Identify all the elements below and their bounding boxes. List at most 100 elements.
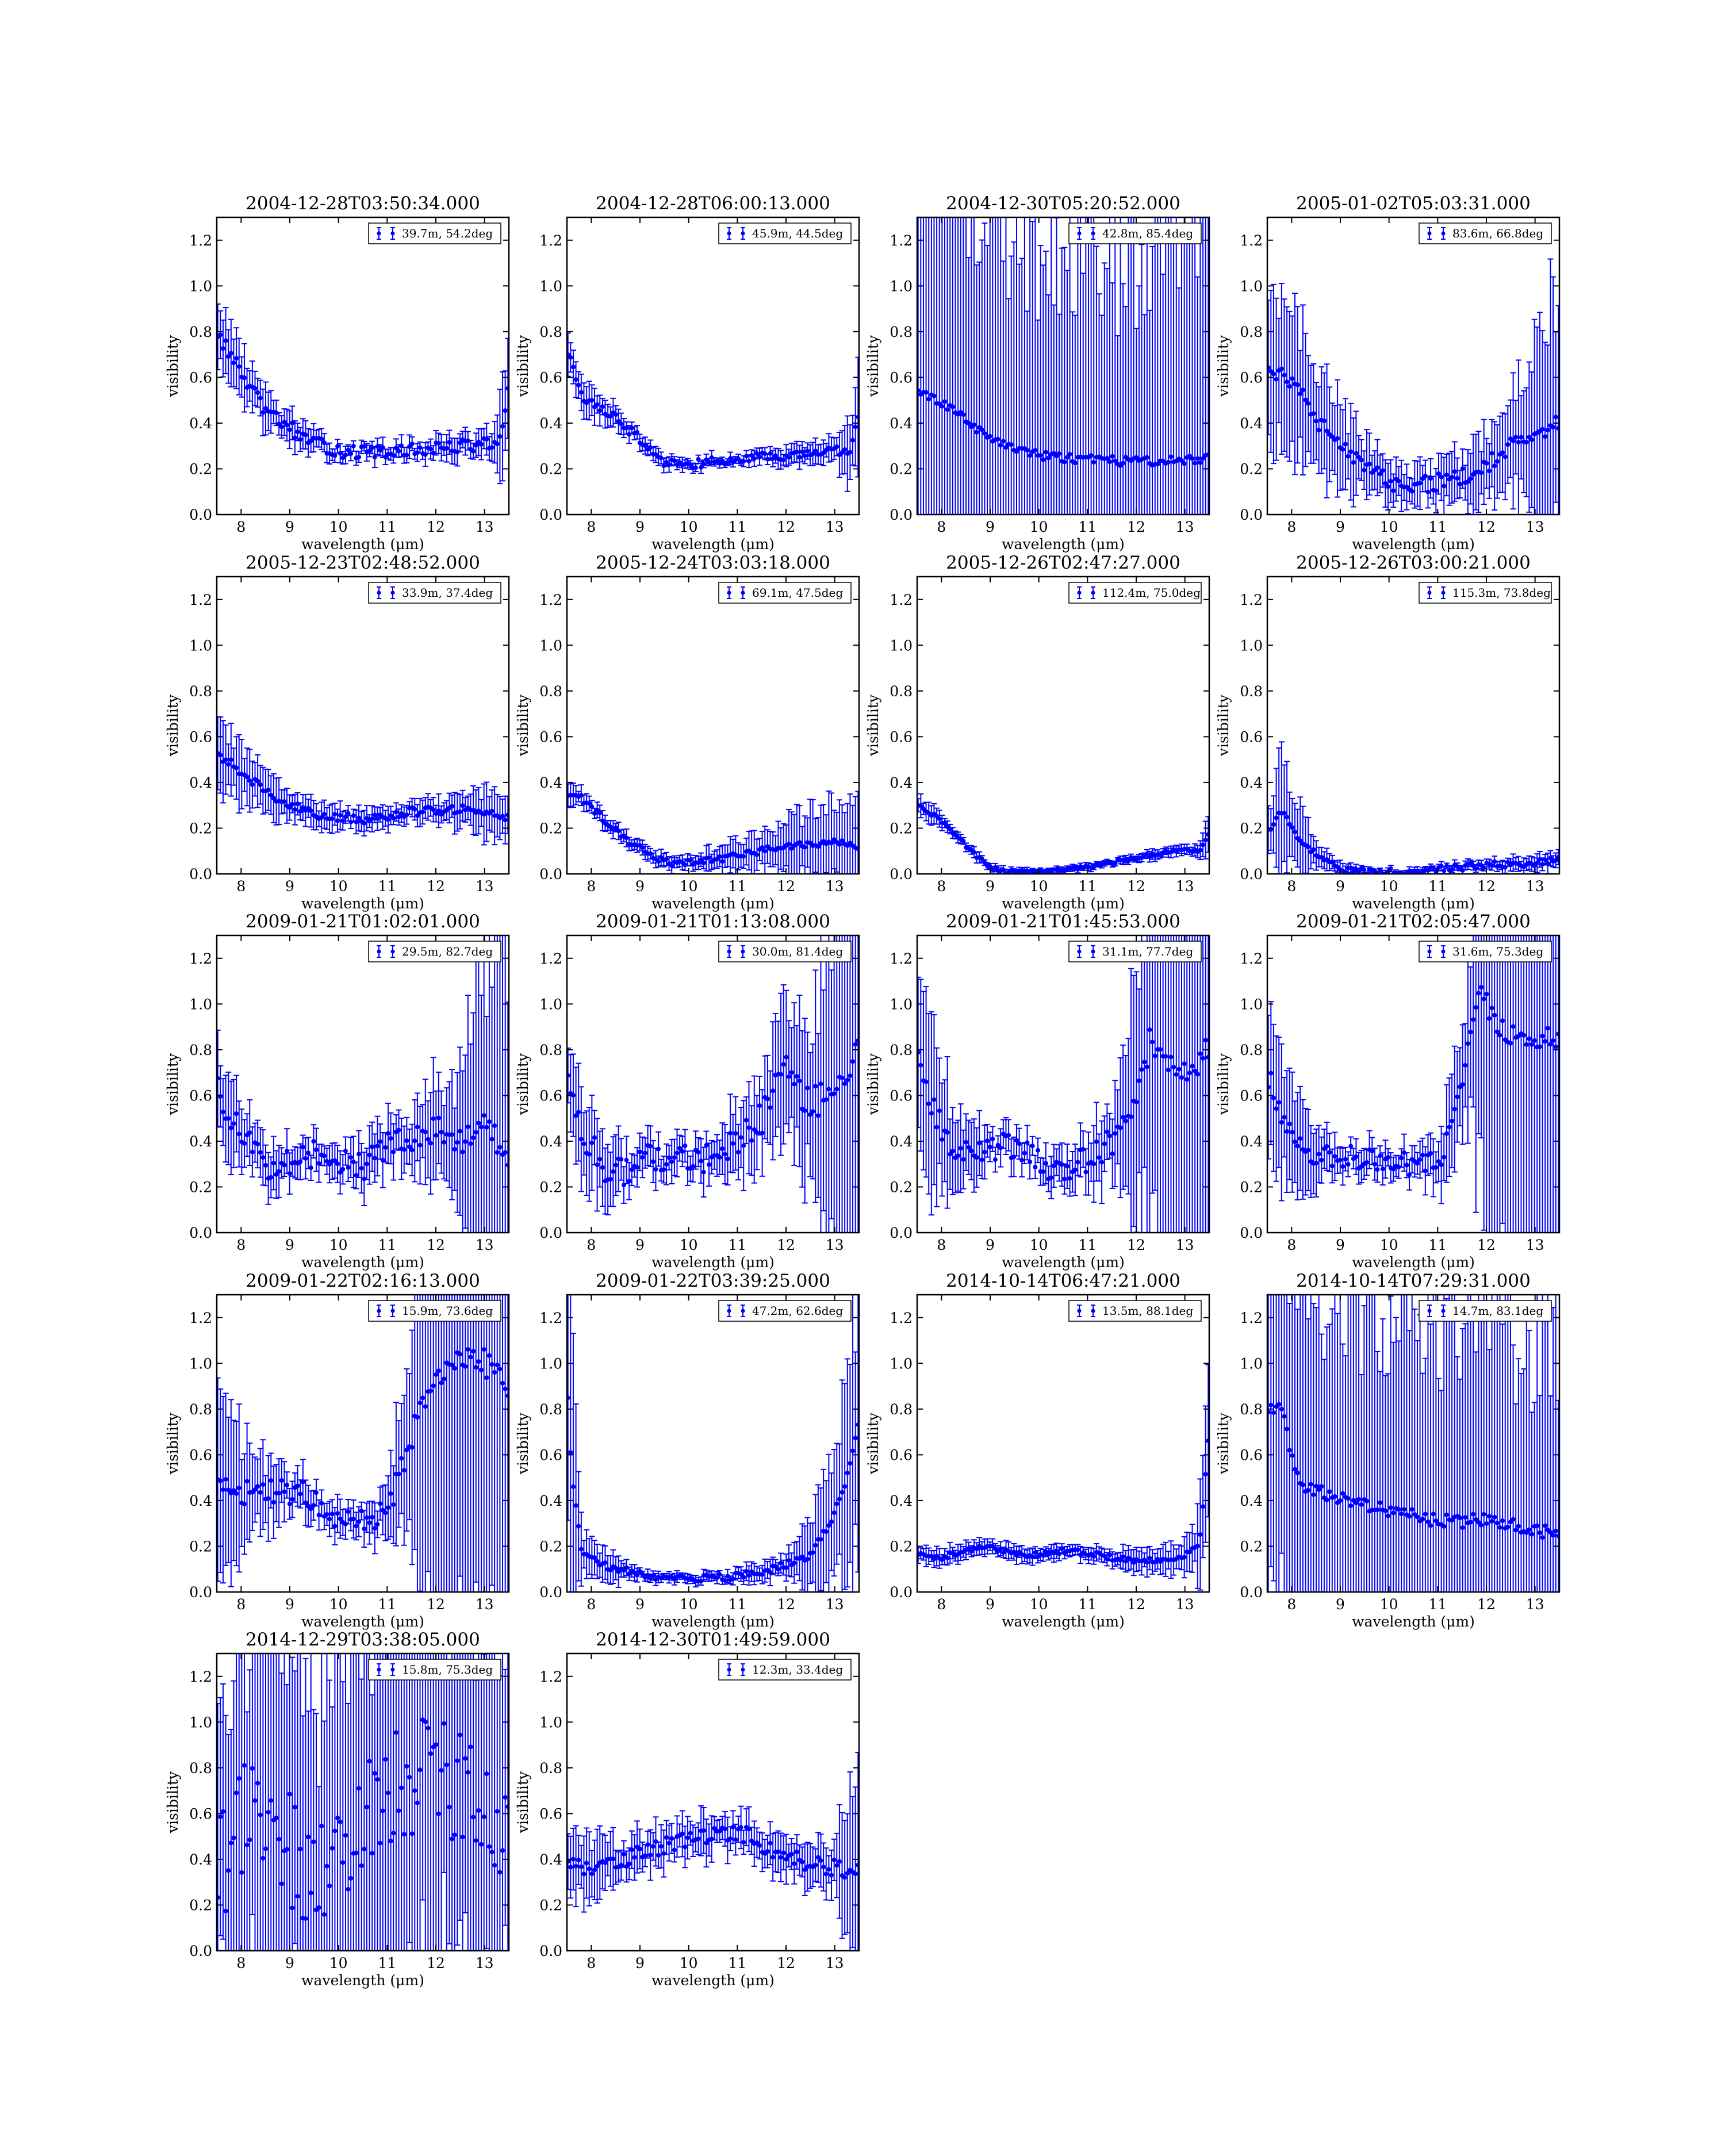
data-point xyxy=(1282,1414,1287,1419)
data-point xyxy=(570,1484,576,1489)
y-tick-label: 0.8 xyxy=(539,324,562,340)
data-point xyxy=(383,1510,388,1516)
error-bar xyxy=(1318,1295,1320,1592)
x-axis-label: wavelength (μm) xyxy=(1002,895,1125,912)
data-point xyxy=(614,1163,619,1168)
x-tick-label: 8 xyxy=(1287,878,1296,895)
data-point xyxy=(666,1155,672,1160)
y-axis-label: visibility xyxy=(865,1053,881,1115)
data-point xyxy=(1144,1560,1149,1565)
data-point xyxy=(1479,1522,1484,1528)
data-point xyxy=(589,1140,595,1145)
subplot-title: 2014-12-30T01:49:59.000 xyxy=(596,1629,830,1650)
data-point xyxy=(486,1353,492,1358)
data-point xyxy=(995,436,1000,442)
data-point xyxy=(338,1170,343,1175)
data-point xyxy=(1447,1125,1452,1130)
data-point xyxy=(781,457,786,462)
x-axis-label: wavelength (μm) xyxy=(301,1613,424,1630)
data-point xyxy=(937,816,942,822)
error-bar xyxy=(1194,276,1201,515)
data-point xyxy=(1494,1520,1500,1525)
data-point xyxy=(696,1150,701,1155)
y-tick-label: 1.2 xyxy=(189,232,212,249)
data-point xyxy=(1516,1524,1521,1529)
data-point xyxy=(497,1367,503,1372)
x-tick-label: 13 xyxy=(476,878,494,895)
data-point xyxy=(1359,1502,1364,1507)
error-bar xyxy=(938,217,940,515)
data-point xyxy=(848,1461,853,1466)
data-point xyxy=(1303,397,1308,402)
error-bar xyxy=(1093,245,1099,515)
data-point xyxy=(570,365,576,370)
y-tick-label: 1.2 xyxy=(1240,1310,1263,1326)
error-bar xyxy=(1080,217,1082,515)
data-point xyxy=(241,1501,247,1506)
data-point xyxy=(653,1167,658,1172)
data-point xyxy=(436,441,441,446)
error-bar xyxy=(1552,935,1554,1233)
data-point xyxy=(1268,1402,1274,1407)
data-point xyxy=(1022,1150,1027,1156)
error-bar xyxy=(1173,935,1175,1233)
data-point xyxy=(1346,1161,1351,1167)
data-point xyxy=(375,1144,380,1149)
data-point xyxy=(460,1149,465,1154)
error-bar xyxy=(930,217,932,515)
x-tick-label: 10 xyxy=(1380,1237,1398,1253)
data-point xyxy=(391,452,396,458)
data-point xyxy=(917,1050,921,1055)
data-series xyxy=(917,217,1209,515)
error-bar xyxy=(430,1654,432,1951)
data-point xyxy=(457,1352,462,1357)
data-point xyxy=(1391,1510,1396,1516)
x-tick-label: 8 xyxy=(586,878,596,895)
data-point xyxy=(269,792,274,797)
data-point xyxy=(813,1862,818,1867)
data-point xyxy=(802,453,807,458)
y-tick-label: 0.0 xyxy=(189,866,212,883)
data-point xyxy=(1043,1161,1048,1166)
data-point xyxy=(218,332,223,337)
legend: 29.5m, 82.7deg xyxy=(368,941,501,962)
error-bar xyxy=(1202,217,1204,515)
legend-label: 13.5m, 88.1deg xyxy=(1102,1304,1193,1318)
error-bar xyxy=(321,1654,323,1951)
x-tick-label: 9 xyxy=(986,1596,995,1613)
y-tick-label: 0.6 xyxy=(189,1087,212,1104)
error-bar xyxy=(1130,217,1132,515)
data-point xyxy=(754,1130,760,1135)
data-point xyxy=(236,1486,241,1491)
data-point xyxy=(479,1842,484,1847)
y-tick-label: 1.0 xyxy=(189,1714,212,1731)
data-point xyxy=(1540,1034,1545,1039)
data-point xyxy=(1508,1041,1513,1046)
data-point xyxy=(1505,1524,1511,1529)
data-point xyxy=(990,1137,995,1142)
data-point xyxy=(252,1487,258,1492)
error-bar xyxy=(1491,935,1493,1233)
data-point xyxy=(308,1506,313,1511)
data-point xyxy=(1327,1489,1332,1494)
error-bar xyxy=(1368,1295,1370,1592)
data-point xyxy=(1198,1051,1203,1056)
error-bar xyxy=(1515,935,1517,1233)
error-bar xyxy=(984,245,991,515)
y-tick-label: 0.2 xyxy=(539,1179,562,1195)
data-point xyxy=(1036,1148,1041,1153)
legend: 45.9m, 44.5deg xyxy=(718,222,852,244)
data-point xyxy=(346,447,351,452)
data-point xyxy=(303,1500,308,1505)
y-tick-label: 1.2 xyxy=(539,592,562,608)
data-point xyxy=(1425,489,1431,494)
data-point xyxy=(1489,1006,1494,1011)
data-point xyxy=(592,811,597,816)
error-bar xyxy=(1529,1411,1535,1592)
data-point xyxy=(255,1141,260,1146)
legend: 13.5m, 88.1deg xyxy=(1068,1300,1202,1322)
data-point xyxy=(1142,1060,1147,1065)
data-point xyxy=(450,1363,455,1368)
